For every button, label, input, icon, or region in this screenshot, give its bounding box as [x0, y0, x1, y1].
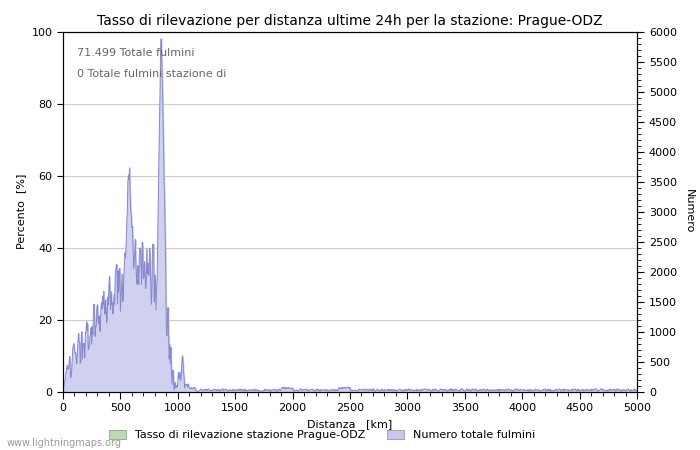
- Text: www.lightningmaps.org: www.lightningmaps.org: [7, 438, 122, 448]
- Y-axis label: Numero: Numero: [684, 189, 694, 234]
- Title: Tasso di rilevazione per distanza ultime 24h per la stazione: Prague-ODZ: Tasso di rilevazione per distanza ultime…: [97, 14, 603, 27]
- Text: 0 Totale fulmini stazione di: 0 Totale fulmini stazione di: [77, 69, 227, 79]
- Y-axis label: Percento  [%]: Percento [%]: [16, 174, 26, 249]
- Legend: Tasso di rilevazione stazione Prague-ODZ, Numero totale fulmini: Tasso di rilevazione stazione Prague-ODZ…: [104, 425, 540, 445]
- Text: 71.499 Totale fulmini: 71.499 Totale fulmini: [77, 48, 195, 58]
- X-axis label: Distanza   [km]: Distanza [km]: [307, 419, 393, 429]
